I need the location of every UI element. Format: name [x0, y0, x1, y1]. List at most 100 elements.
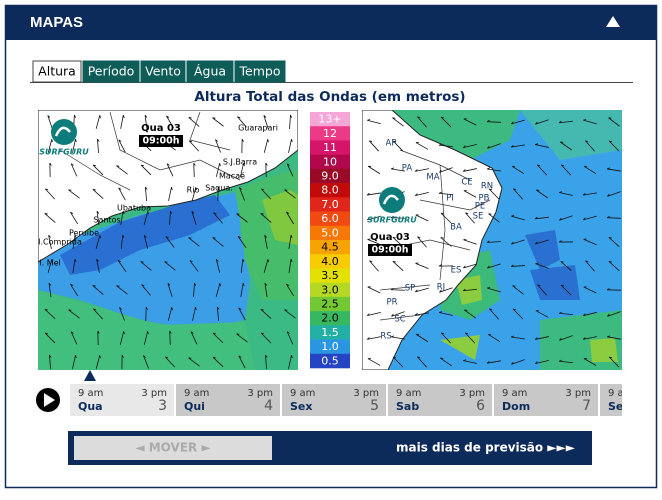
wave-arrow — [289, 114, 293, 130]
wave-arrow — [140, 164, 152, 176]
wave-arrow — [512, 285, 524, 295]
wave-arrow — [92, 308, 104, 320]
wave-arrow — [237, 235, 247, 249]
header-bar — [5, 5, 657, 40]
wave-arrow — [582, 215, 597, 221]
tab-label[interactable]: Altura — [38, 64, 76, 79]
wave-arrow — [511, 239, 525, 245]
legend-label: 11 — [323, 141, 337, 154]
day-label: Sex — [290, 400, 312, 413]
wave-arrow — [559, 215, 573, 221]
wave-arrow — [70, 283, 78, 297]
day-slot[interactable] — [70, 384, 174, 416]
wave-arrow — [215, 283, 221, 297]
wave-arrow — [288, 258, 293, 273]
wave-arrow — [237, 116, 247, 128]
place-label: Ubatuba — [117, 204, 151, 213]
wave-arrow — [95, 235, 101, 249]
wave-arrow — [141, 284, 151, 296]
tab[interactable] — [32, 60, 82, 83]
legend-swatch — [310, 112, 350, 127]
wave-arrow — [582, 311, 597, 317]
wave-arrow — [121, 354, 124, 370]
map-time-box — [139, 135, 183, 147]
wave-arrow — [534, 216, 549, 220]
wave-arrow — [414, 168, 429, 172]
mover-handle[interactable] — [74, 436, 272, 460]
wave-arrow — [72, 234, 77, 249]
tab-label[interactable]: Tempo — [239, 64, 281, 79]
wave-arrow — [68, 309, 80, 319]
wave-arrow — [366, 215, 381, 221]
wave-arrow — [44, 308, 56, 320]
wave-arrow — [190, 331, 198, 345]
logo — [379, 187, 405, 213]
wave-arrow — [608, 236, 620, 248]
wave-arrow — [49, 162, 52, 178]
wave-arrow — [260, 308, 272, 320]
pm-label: 3 pm — [141, 388, 167, 399]
tab[interactable] — [140, 60, 186, 83]
day-label: Dom — [502, 400, 530, 413]
wave-arrow — [464, 332, 476, 344]
wave-arrow — [367, 165, 381, 175]
state-label: ES — [451, 266, 462, 276]
wave-arrow — [366, 192, 381, 196]
tab[interactable] — [186, 60, 234, 83]
wave-arrow — [440, 237, 452, 247]
tab[interactable] — [234, 60, 286, 83]
wave-arrow — [414, 191, 429, 197]
state-label: PA — [402, 164, 413, 174]
wave-arrow — [92, 188, 104, 200]
wave-arrow — [239, 163, 245, 177]
state-label: PI — [446, 194, 454, 204]
time-marker — [84, 370, 96, 381]
wave-arrow — [97, 330, 100, 346]
tab-label[interactable]: Água — [194, 64, 226, 79]
wave-arrow — [169, 210, 173, 226]
legend-swatch — [310, 154, 350, 170]
map-time-box — [368, 244, 412, 256]
wave-arrow — [511, 359, 525, 365]
wave-arrow — [462, 288, 478, 292]
wave-arrow — [487, 143, 501, 149]
wave-arrow — [438, 191, 454, 196]
wave-arrow — [513, 188, 523, 200]
legend-swatch — [310, 268, 350, 283]
wave-arrow — [486, 360, 501, 364]
am-label: 9 am — [184, 388, 209, 399]
wave-arrow — [140, 261, 152, 271]
wave-arrow — [263, 115, 269, 129]
tab-label[interactable]: Vento — [145, 64, 181, 79]
wave-arrow — [366, 311, 381, 317]
place-label: Macaé — [219, 171, 245, 181]
left-map[interactable] — [38, 110, 298, 370]
place-label: Peruíbe — [69, 229, 99, 238]
wave-arrow — [438, 143, 454, 148]
tab[interactable] — [82, 60, 140, 83]
wave-arrow — [95, 115, 101, 129]
wave-arrow — [193, 162, 196, 178]
wave-arrow — [216, 306, 220, 322]
wave-arrow — [608, 356, 620, 368]
logo-text: SURFGURU — [39, 148, 89, 157]
wave-arrow — [439, 167, 453, 173]
wave-arrow — [390, 288, 406, 291]
day-slot[interactable] — [282, 384, 386, 416]
day-slot[interactable] — [176, 384, 280, 416]
wave-arrow — [367, 119, 381, 125]
right-map[interactable] — [362, 110, 622, 370]
more-days-link[interactable]: mais dias de previsão ►►► — [396, 441, 576, 455]
legend-label: 2.5 — [321, 298, 339, 311]
day-slot[interactable] — [388, 384, 492, 416]
wave-arrow — [215, 139, 221, 153]
day-slot[interactable] — [600, 384, 662, 416]
wave-arrow — [144, 186, 148, 202]
wave-arrow — [560, 164, 572, 176]
wave-arrow — [417, 116, 427, 128]
day-slot[interactable] — [494, 384, 598, 416]
collapse-button[interactable] — [606, 16, 620, 27]
tab-label[interactable]: Período — [88, 64, 135, 79]
wave-arrow — [212, 237, 224, 247]
